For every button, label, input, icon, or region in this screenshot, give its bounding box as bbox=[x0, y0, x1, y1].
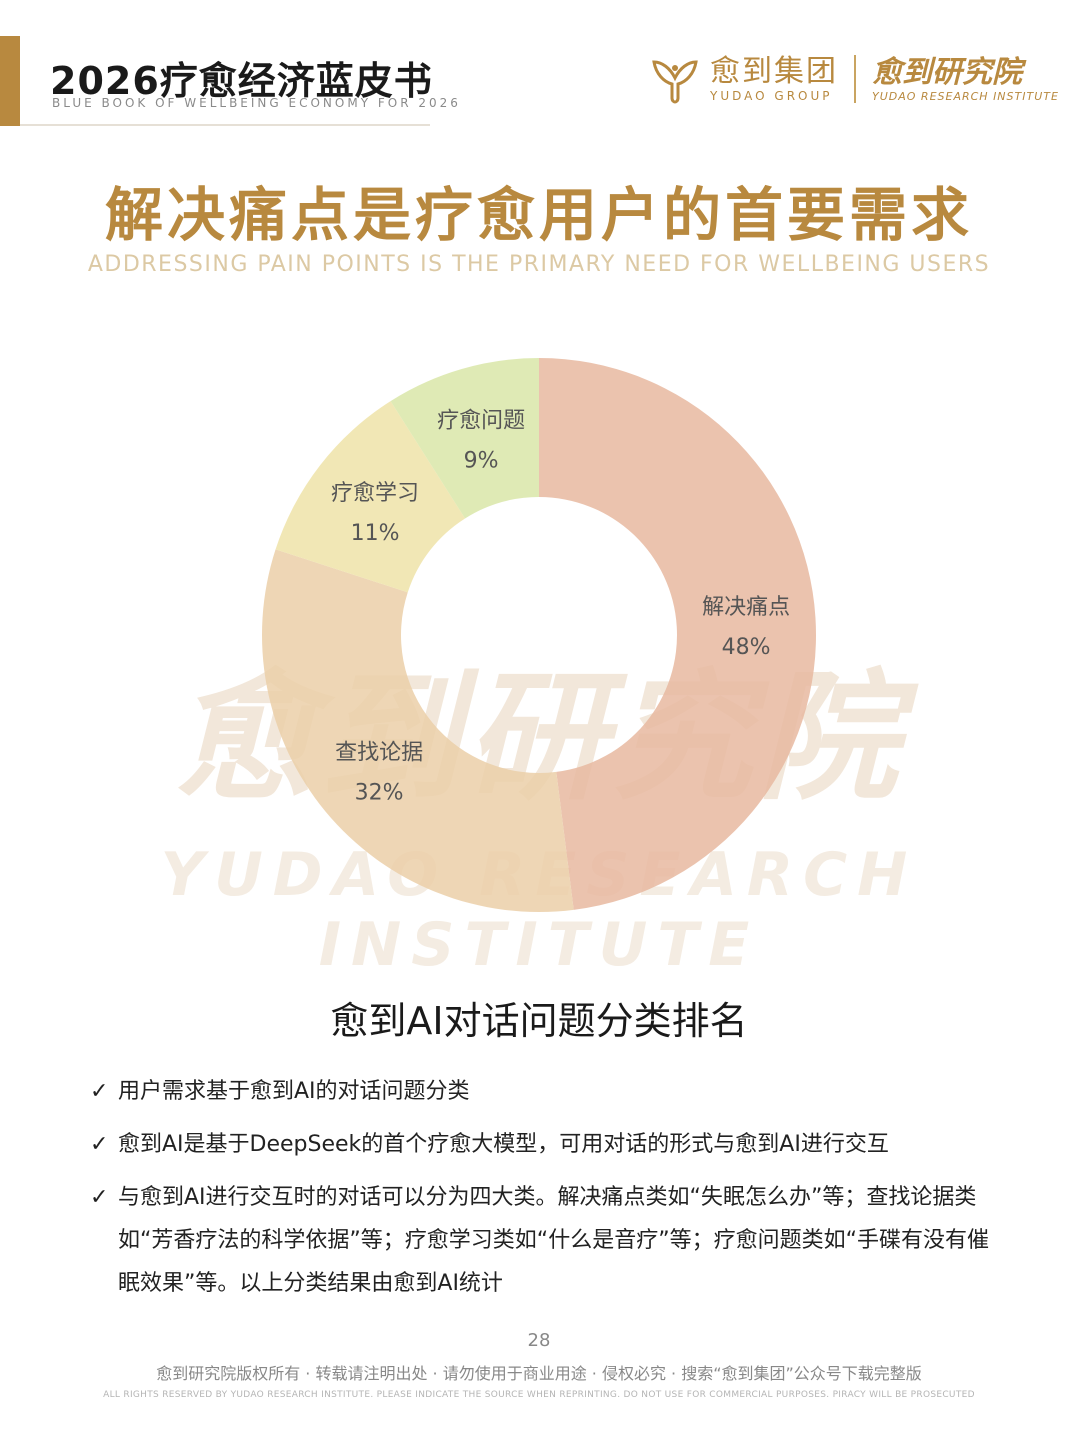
book-subtitle: BLUE BOOK OF WELLBEING ECONOMY FOR 2026 bbox=[52, 96, 461, 110]
institute-name-en: YUDAO RESEARCH INSTITUTE bbox=[872, 89, 1059, 103]
slice-category-label: 解决痛点 bbox=[702, 595, 790, 620]
donut-chart: 解决痛点 48% 查找论据 32% 疗愈学习 11% 疗愈问题 9% bbox=[261, 358, 817, 913]
yudao-logo-icon bbox=[652, 60, 698, 104]
book-title: 2026疗愈经济蓝皮书 bbox=[50, 59, 433, 103]
institute-logo-text: 愈到研究院 YUDAO RESEARCH INSTITUTE bbox=[872, 54, 1059, 103]
donut-slice bbox=[275, 401, 466, 593]
section-title: 愈到AI对话问题分类排名 bbox=[330, 999, 748, 1043]
slice-value-label: 48% bbox=[722, 635, 771, 660]
slice-category-label: 查找论据 bbox=[335, 740, 423, 765]
slice-value-label: 9% bbox=[464, 449, 499, 474]
bullet-item: ✓ 与愈到AI进行交互时的对话可以分为四大类。解决痛点类如“失眠怎么办”等；查找… bbox=[90, 1176, 990, 1305]
header-accent-bar bbox=[0, 36, 20, 126]
group-logo-text: 愈到集团 YUDAO GROUP bbox=[710, 54, 838, 104]
bullet-text: 与愈到AI进行交互时的对话可以分为四大类。解决痛点类如“失眠怎么办”等；查找论据… bbox=[118, 1185, 989, 1296]
slice-value-label: 32% bbox=[355, 780, 404, 805]
group-name-cn: 愈到集团 bbox=[710, 54, 838, 89]
donut-slice bbox=[539, 358, 817, 910]
page-subtitle: ADDRESSING PAIN POINTS IS THE PRIMARY NE… bbox=[87, 252, 991, 277]
footer-copyright-en: ALL RIGHTS RESERVED BY YUDAO RESEARCH IN… bbox=[103, 1390, 975, 1400]
check-icon: ✓ bbox=[90, 1132, 109, 1157]
bullet-item: ✓ 用户需求基于愈到AI的对话问题分类 bbox=[90, 1070, 990, 1113]
logo-separator bbox=[854, 55, 856, 103]
slice-category-label: 疗愈问题 bbox=[437, 409, 525, 434]
bullet-text: 愈到AI是基于DeepSeek的首个疗愈大模型，可用对话的形式与愈到AI进行交互 bbox=[118, 1132, 889, 1157]
institute-name-cn: 愈到研究院 bbox=[872, 54, 1022, 90]
page-title: 解决痛点是疗愈用户的首要需求 bbox=[104, 181, 973, 249]
donut-slice bbox=[261, 549, 574, 913]
donut-slice bbox=[390, 358, 539, 519]
slice-value-label: 11% bbox=[351, 521, 400, 546]
bullet-list: ✓ 用户需求基于愈到AI的对话问题分类 ✓ 愈到AI是基于DeepSeek的首个… bbox=[90, 1070, 990, 1315]
check-icon: ✓ bbox=[90, 1079, 109, 1104]
bullet-item: ✓ 愈到AI是基于DeepSeek的首个疗愈大模型，可用对话的形式与愈到AI进行… bbox=[90, 1123, 990, 1166]
header-divider bbox=[20, 124, 430, 126]
bullet-text: 用户需求基于愈到AI的对话问题分类 bbox=[118, 1079, 470, 1104]
slice-category-label: 疗愈学习 bbox=[331, 481, 419, 506]
check-icon: ✓ bbox=[90, 1185, 109, 1210]
brand-logos: 愈到集团 YUDAO GROUP 愈到研究院 YUDAO RESEARCH IN… bbox=[648, 52, 1059, 106]
group-name-en: YUDAO GROUP bbox=[710, 89, 833, 103]
page-number: 28 bbox=[527, 1330, 551, 1351]
footer-copyright-cn: 愈到研究院版权所有 · 转载请注明出处 · 请勿使用于商业用途 · 侵权必究 ·… bbox=[156, 1364, 922, 1383]
